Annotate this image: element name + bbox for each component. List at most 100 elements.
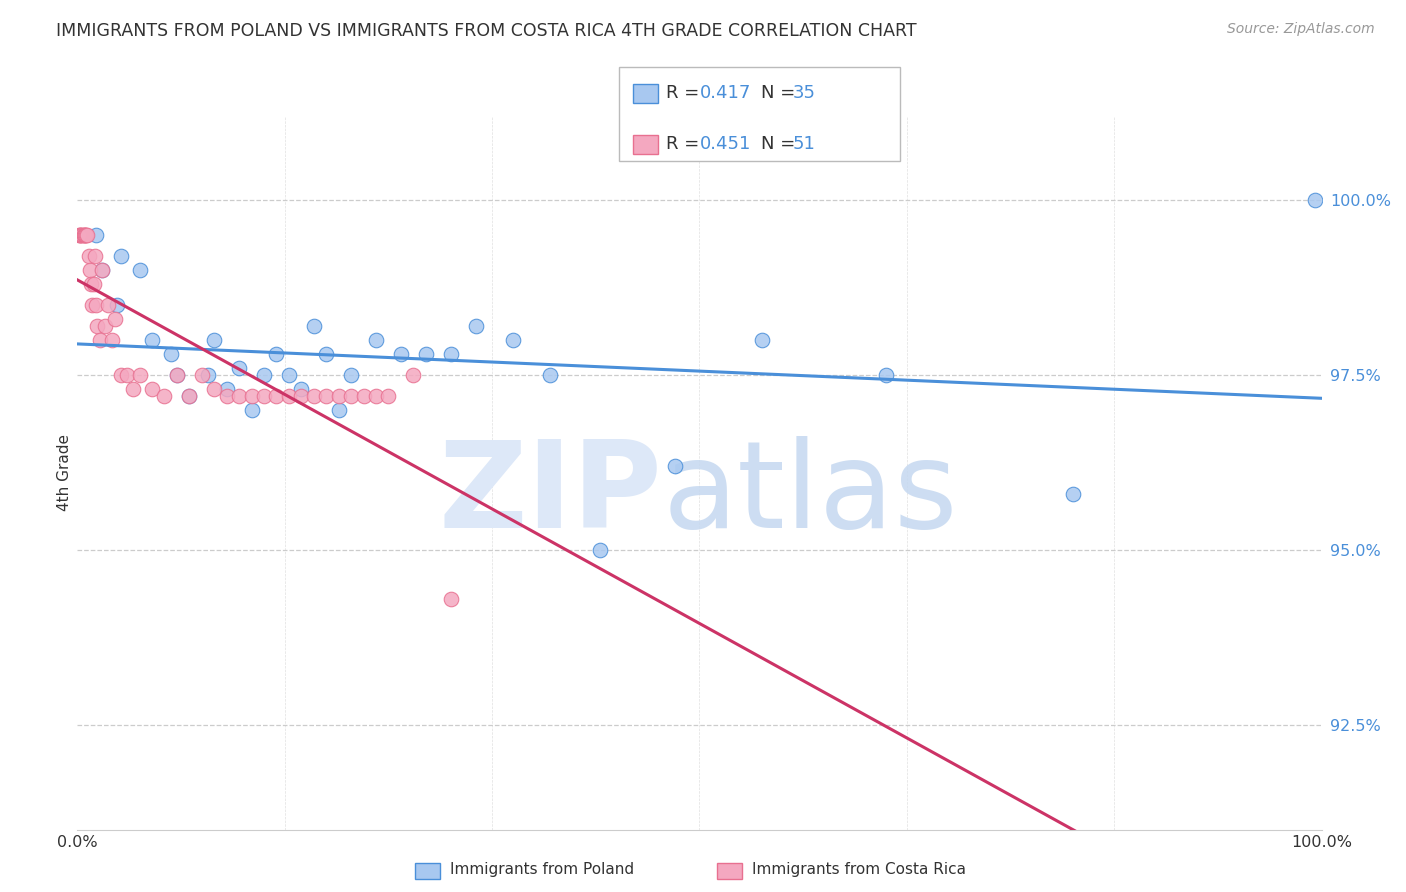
Point — [83, 249, 105, 263]
Text: N =: N = — [761, 84, 800, 102]
Point — [67, 227, 90, 242]
Point — [538, 368, 561, 382]
Point — [328, 402, 350, 417]
Point — [253, 389, 276, 403]
Text: R =: R = — [666, 135, 706, 153]
Point — [86, 318, 108, 333]
Point — [215, 382, 238, 396]
Point — [179, 389, 201, 403]
Point — [141, 333, 163, 347]
Point — [97, 298, 120, 312]
Point — [240, 402, 263, 417]
Point — [228, 360, 250, 375]
Point — [91, 263, 114, 277]
Point — [159, 347, 181, 361]
Point — [80, 277, 103, 291]
Point — [73, 227, 96, 242]
Point — [166, 368, 188, 382]
Point — [101, 333, 124, 347]
Point — [77, 249, 100, 263]
Point — [266, 389, 288, 403]
Text: IMMIGRANTS FROM POLAND VS IMMIGRANTS FROM COSTA RICA 4TH GRADE CORRELATION CHART: IMMIGRANTS FROM POLAND VS IMMIGRANTS FRO… — [56, 22, 917, 40]
Point — [110, 368, 132, 382]
Text: Immigrants from Poland: Immigrants from Poland — [450, 863, 634, 877]
Point — [875, 368, 897, 382]
Point — [302, 318, 325, 333]
Point — [76, 227, 98, 242]
Text: Immigrants from Costa Rica: Immigrants from Costa Rica — [752, 863, 966, 877]
Point — [72, 227, 94, 242]
Point — [402, 368, 425, 382]
Point — [141, 382, 163, 396]
Point — [202, 382, 225, 396]
Point — [83, 277, 105, 291]
Point — [439, 591, 461, 606]
Y-axis label: 4th Grade: 4th Grade — [56, 434, 72, 511]
Point — [82, 298, 104, 312]
Point — [290, 389, 312, 403]
Point — [364, 389, 387, 403]
Text: 35: 35 — [793, 84, 815, 102]
Point — [179, 389, 201, 403]
Point — [340, 368, 363, 382]
Point — [277, 368, 299, 382]
Point — [69, 227, 91, 242]
Point — [166, 368, 188, 382]
Text: 0.417: 0.417 — [700, 84, 752, 102]
Point — [240, 389, 263, 403]
Point — [93, 318, 115, 333]
Point — [89, 333, 111, 347]
Point — [110, 249, 132, 263]
Point — [197, 368, 219, 382]
Point — [122, 382, 145, 396]
Point — [115, 368, 138, 382]
Point — [328, 389, 350, 403]
Point — [105, 298, 128, 312]
Point — [277, 389, 299, 403]
Text: Source: ZipAtlas.com: Source: ZipAtlas.com — [1227, 22, 1375, 37]
Point — [72, 227, 94, 242]
Point — [302, 389, 325, 403]
Point — [464, 318, 486, 333]
Text: ZIP: ZIP — [439, 435, 662, 553]
Point — [290, 382, 312, 396]
Point — [69, 227, 91, 242]
Point — [353, 389, 375, 403]
Point — [84, 298, 107, 312]
Text: 51: 51 — [793, 135, 815, 153]
Point — [266, 347, 288, 361]
Point — [415, 347, 437, 361]
Point — [253, 368, 276, 382]
Point — [502, 333, 524, 347]
Point — [228, 389, 250, 403]
Point — [751, 333, 773, 347]
Point — [389, 347, 412, 361]
Point — [75, 227, 97, 242]
Point — [75, 227, 97, 242]
Point — [70, 227, 93, 242]
Point — [1062, 487, 1084, 501]
Point — [84, 227, 107, 242]
Point — [340, 389, 363, 403]
Point — [1305, 193, 1327, 207]
Point — [79, 263, 101, 277]
Point — [364, 333, 387, 347]
Point — [104, 311, 127, 326]
Text: R =: R = — [666, 84, 706, 102]
Point — [91, 263, 114, 277]
Point — [73, 227, 96, 242]
Point — [191, 368, 214, 382]
Point — [664, 458, 686, 473]
Text: N =: N = — [761, 135, 800, 153]
Text: atlas: atlas — [662, 435, 957, 553]
Point — [377, 389, 399, 403]
Point — [315, 347, 337, 361]
Point — [128, 368, 150, 382]
Point — [315, 389, 337, 403]
Point — [202, 333, 225, 347]
Point — [128, 263, 150, 277]
Point — [153, 389, 176, 403]
Text: 0.451: 0.451 — [700, 135, 752, 153]
Point — [439, 347, 461, 361]
Point — [215, 389, 238, 403]
